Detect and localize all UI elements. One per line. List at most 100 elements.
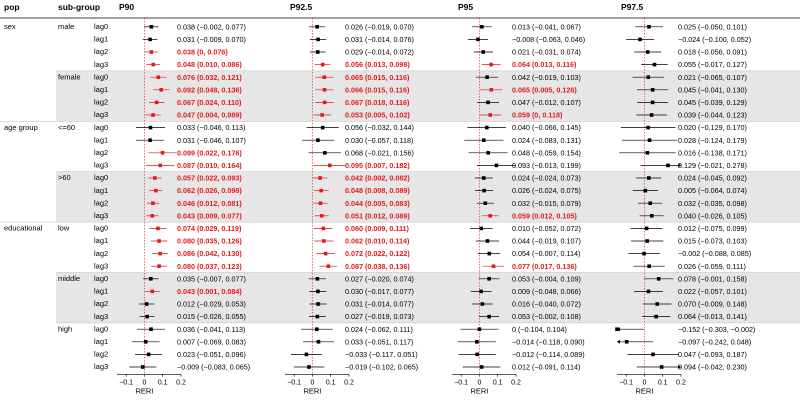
estimate-label: 0.035 (−0.007, 0.077) (177, 274, 246, 283)
lag-label: lag3 (94, 362, 108, 371)
estimate-label: 0.005 (−0.064, 0.074) (678, 186, 747, 195)
lag-label: lag0 (94, 123, 108, 132)
point-estimate (319, 188, 324, 193)
estimate-label: 0.031 (−0.014, 0.076) (345, 35, 414, 44)
point-estimate (322, 88, 327, 92)
lag-label: lag2 (94, 198, 108, 207)
point-estimate (479, 226, 484, 231)
point-estimate (659, 365, 664, 369)
pop-label: age group (4, 123, 38, 132)
lag-label: lag3 (94, 312, 108, 321)
point-estimate (638, 37, 642, 42)
estimate-label: 0.021 (−0.065, 0.107) (678, 73, 747, 82)
lag-label: lag1 (94, 287, 108, 296)
point-estimate (316, 302, 320, 306)
point-estimate (654, 314, 658, 319)
estimate-label: −0.019 (−0.102, 0.065) (345, 363, 418, 372)
estimate-label: 0.027 (−0.020, 0.074) (345, 274, 414, 283)
x-axis-title: RERI (303, 386, 321, 395)
point-estimate (482, 176, 486, 180)
subgroup-label: middle (58, 274, 80, 283)
point-estimate (489, 88, 494, 92)
point-estimate (480, 302, 485, 306)
estimate-label: −0.097 (−0.242, 0.048) (678, 337, 751, 346)
point-estimate (315, 314, 320, 319)
point-estimate (159, 88, 164, 92)
estimate-label: 0.047 (−0.012, 0.107) (512, 98, 581, 107)
point-estimate (154, 100, 159, 105)
x-tick-label: −0.1 (119, 379, 133, 386)
estimate-label: 0.059 (0, 0.118) (512, 111, 563, 120)
point-estimate (646, 289, 651, 294)
header-pop: pop (4, 2, 20, 12)
estimate-label: 0.020 (−0.129, 0.170) (678, 123, 747, 132)
point-estimate (642, 251, 646, 256)
x-tick-label: 0.2 (344, 379, 354, 386)
point-estimate (477, 327, 482, 331)
estimate-label: 0.092 (0.048, 0.136) (177, 85, 242, 94)
point-estimate (315, 327, 319, 331)
point-estimate (157, 239, 161, 243)
ci-arrow-right (678, 365, 681, 369)
point-estimate (646, 125, 650, 130)
estimate-label: 0.024 (−0.083, 0.131) (512, 136, 581, 145)
point-estimate (319, 214, 324, 218)
x-tick-label: 0 (310, 379, 314, 386)
point-estimate (482, 188, 486, 193)
point-estimate (485, 239, 490, 243)
lag-label: lag2 (94, 47, 108, 56)
lag-label: lag2 (94, 148, 108, 157)
point-estimate (151, 201, 155, 205)
x-tick-label: 0.2 (176, 379, 186, 386)
point-estimate (483, 201, 488, 205)
lag-label: lag3 (94, 161, 108, 170)
point-estimate (318, 176, 322, 180)
lag-label: lag0 (94, 72, 108, 81)
point-estimate (479, 365, 484, 369)
point-estimate (322, 100, 327, 105)
estimate-label: 0.026 (−0.059, 0.111) (678, 262, 746, 271)
lag-label: lag2 (94, 299, 108, 308)
x-tick-label: −0.1 (454, 379, 468, 386)
estimate-label: 0.042 (0.002, 0.082) (345, 174, 410, 183)
estimate-label: 0.042 (−0.019, 0.103) (512, 73, 581, 82)
estimate-label: −0.152 (−0.303, −0.002) (678, 325, 755, 334)
estimate-label: 0.040 (−0.026, 0.105) (678, 211, 747, 220)
estimate-label: 0.028 (−0.124, 0.179) (678, 136, 747, 145)
estimate-label: 0.031 (−0.014, 0.077) (345, 300, 414, 309)
lag-label: lag1 (94, 135, 108, 144)
lag-label: lag2 (94, 249, 108, 258)
estimate-label: 0.039 (−0.044, 0.123) (678, 111, 747, 120)
estimate-label: 0.076 (0.032, 0.121) (177, 73, 242, 82)
estimate-label: 0.080 (0.035, 0.126) (177, 237, 242, 246)
estimate-label: 0.021 (−0.031, 0.074) (512, 48, 581, 57)
estimate-label: 0.044 (0.005, 0.083) (345, 199, 410, 208)
lag-label: lag3 (94, 261, 108, 270)
estimate-label: 0.024 (−0.024, 0.073) (512, 174, 581, 183)
point-estimate (150, 214, 155, 218)
point-estimate (488, 113, 493, 117)
point-estimate (491, 264, 496, 268)
point-estimate (624, 340, 629, 344)
estimate-label: 0.038 (−0.002, 0.077) (177, 22, 246, 31)
point-estimate (158, 163, 163, 168)
estimate-label: 0.095 (0.007, 0.182) (345, 161, 410, 170)
point-estimate (307, 365, 311, 369)
point-estimate (650, 100, 655, 105)
estimate-label: 0.060 (0.009, 0.111) (345, 224, 410, 233)
estimate-label: 0.026 (−0.019, 0.070) (345, 22, 414, 31)
estimate-label: 0.094 (−0.042, 0.230) (678, 363, 747, 372)
point-estimate (482, 138, 486, 142)
point-estimate (321, 226, 326, 231)
estimate-label: 0.065 (0.015, 0.116) (345, 73, 410, 82)
x-tick-label: −0.1 (619, 379, 633, 386)
point-estimate (476, 37, 480, 42)
point-estimate (146, 352, 151, 357)
estimate-label: 0.055 (−0.017, 0.127) (678, 60, 747, 69)
subgroup-label: high (58, 324, 72, 333)
estimate-label: 0 (−0.104, 0.104) (512, 325, 567, 334)
estimate-label: −0.002 (−0.088, 0.085) (678, 249, 751, 258)
point-estimate (475, 352, 480, 357)
point-estimate (153, 176, 157, 180)
estimate-label: 0.066 (0.015, 0.116) (345, 85, 410, 94)
